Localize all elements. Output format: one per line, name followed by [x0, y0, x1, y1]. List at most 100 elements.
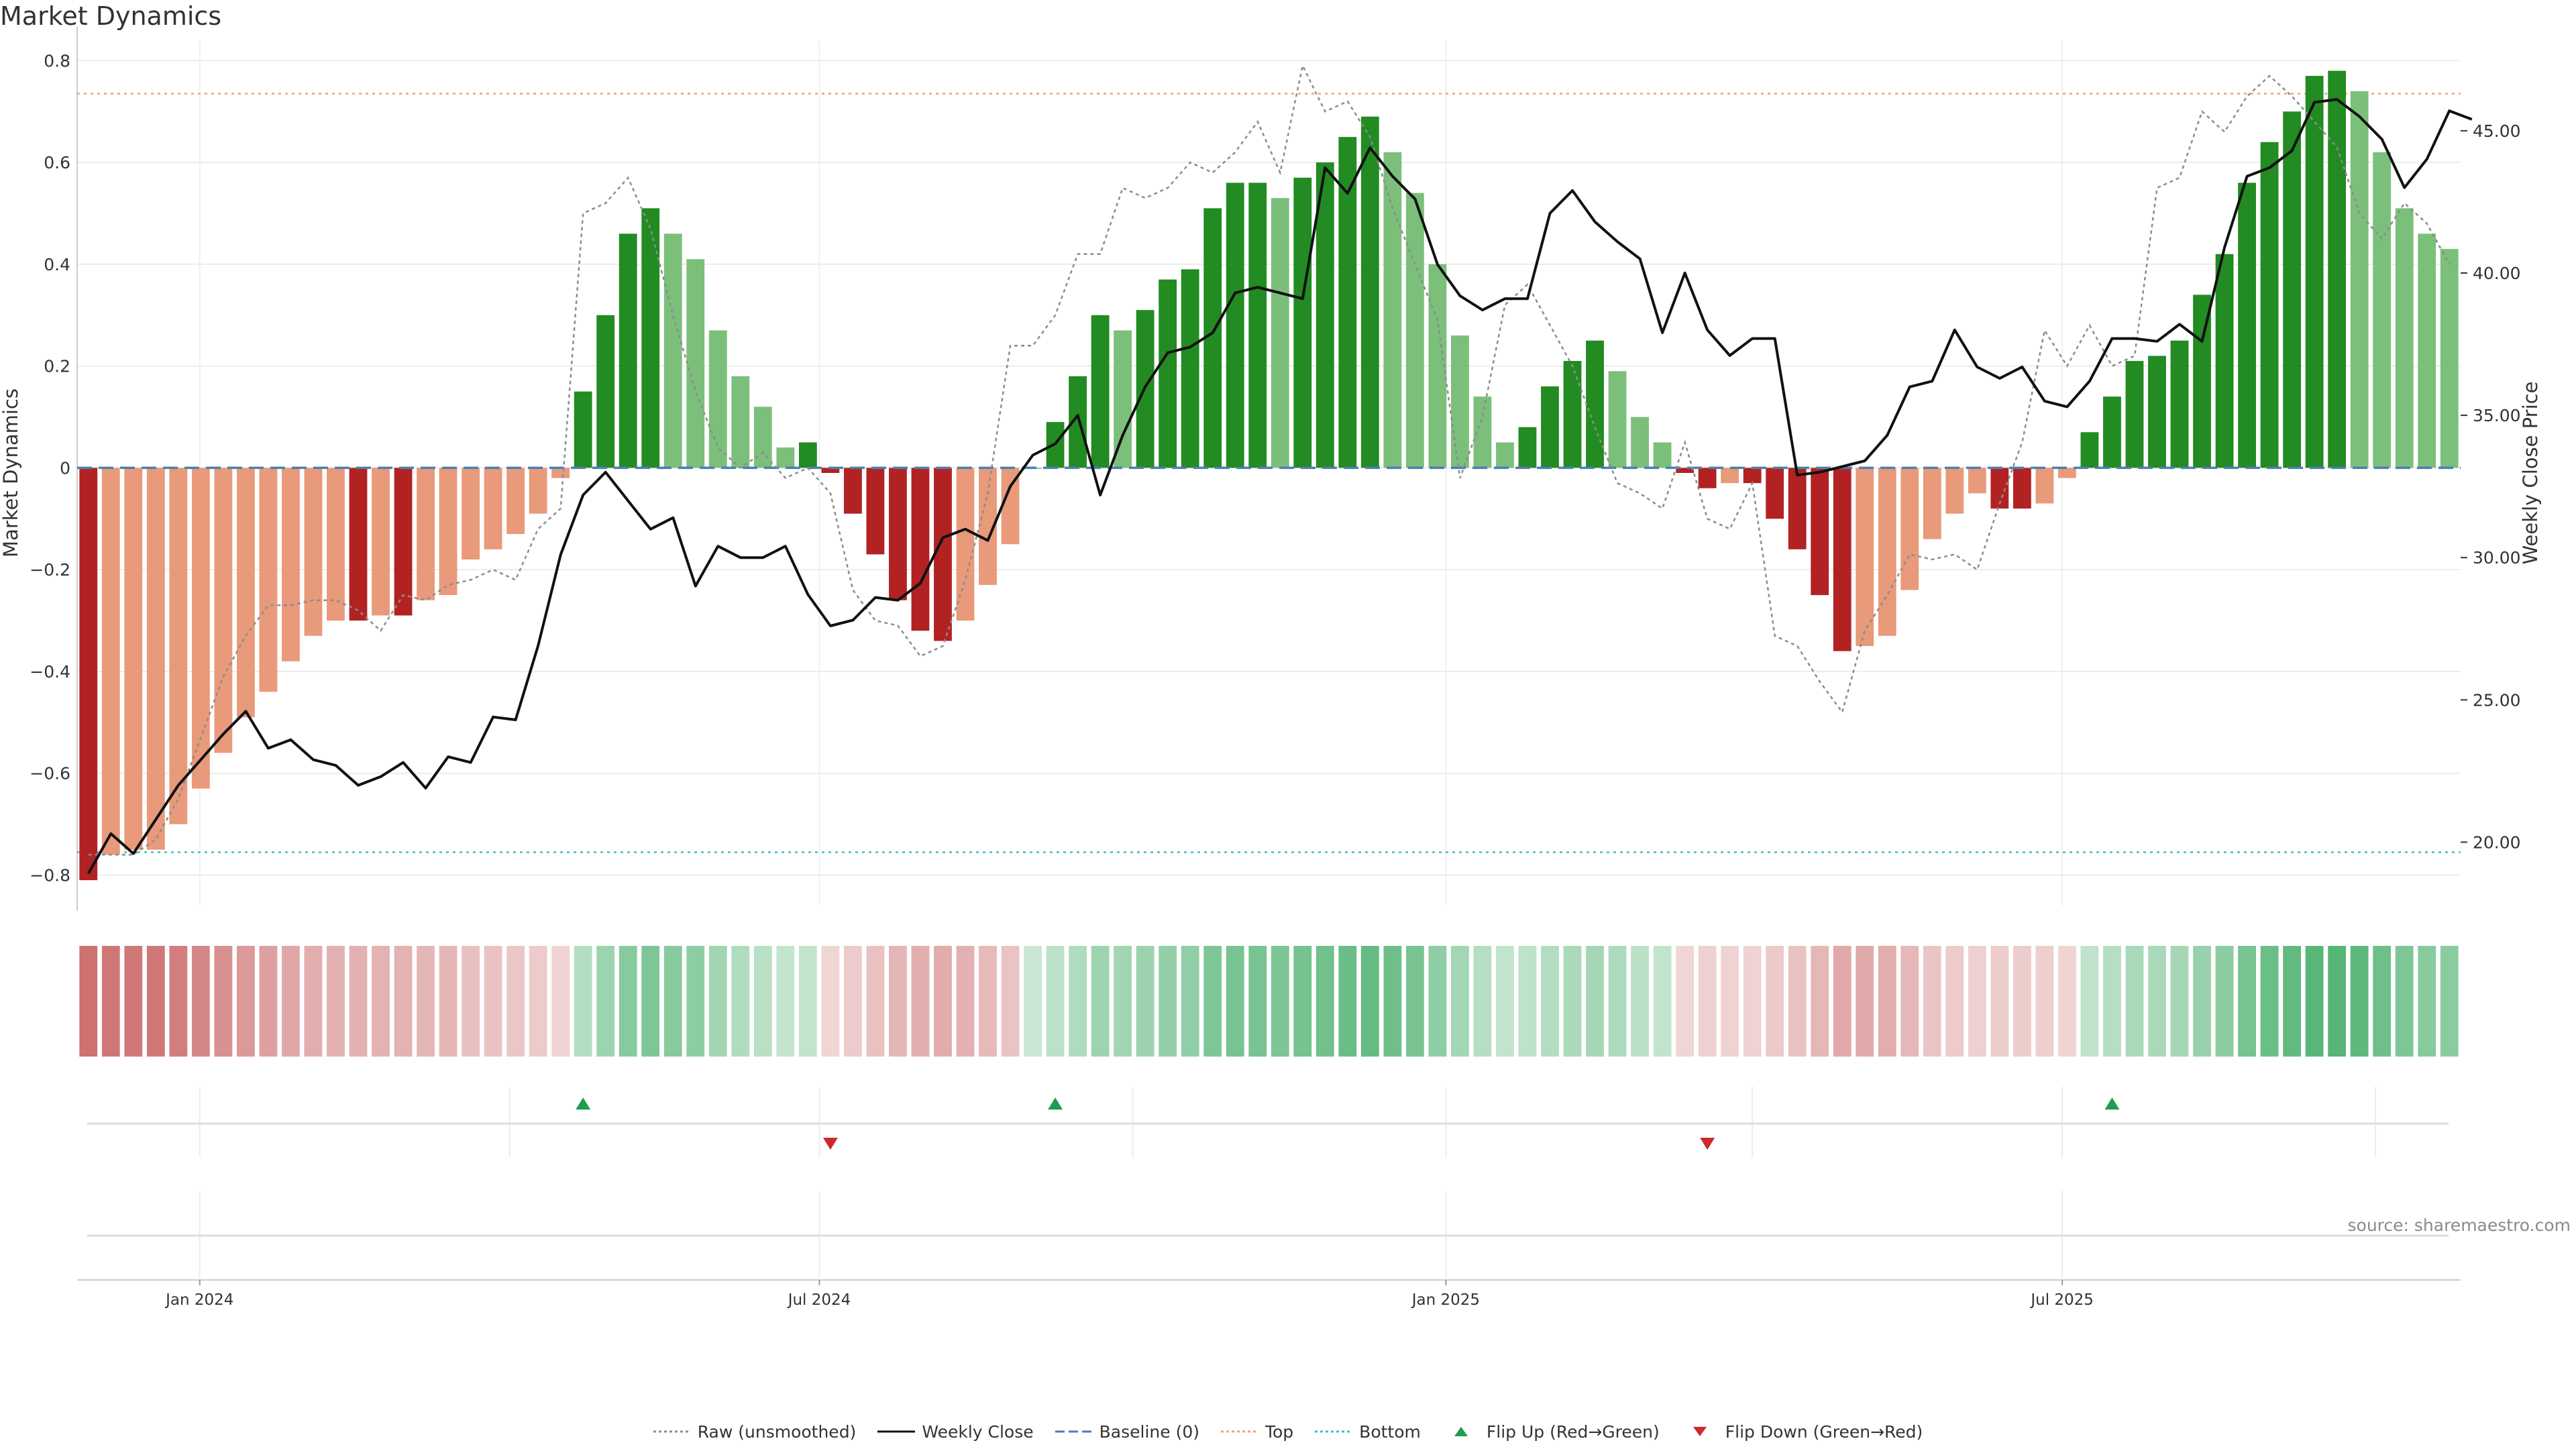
momentum-bar	[1631, 417, 1649, 468]
momentum-bar	[1518, 427, 1537, 468]
momentum-bar	[1923, 468, 1941, 539]
ribbon-cell	[2058, 946, 2076, 1057]
legend-symbol	[877, 1430, 916, 1433]
legend: Raw (unsmoothed) Weekly Close Baseline (0)…	[0, 1417, 2576, 1446]
legend-symbol	[1315, 1430, 1353, 1433]
momentum-bar	[1541, 386, 1559, 468]
ribbon-cell	[2125, 946, 2144, 1057]
flip-down-marker	[1700, 1138, 1715, 1150]
momentum-bar	[1743, 468, 1762, 484]
momentum-bar	[1856, 468, 1874, 646]
ribbon-cell	[1181, 946, 1199, 1057]
legend-item: Weekly Close	[877, 1422, 1034, 1442]
legend-item: Flip Down (Green→Red)	[1681, 1422, 1923, 1442]
ribbon-cell	[1203, 946, 1222, 1057]
source-label: source: sharemaestro.com	[2347, 1216, 2571, 1235]
ribbon-cell	[1968, 946, 1986, 1057]
ribbon-cell	[236, 946, 255, 1057]
ribbon-cell	[2080, 946, 2099, 1057]
momentum-bar	[2350, 91, 2369, 468]
momentum-bar	[1405, 193, 1424, 468]
momentum-bar	[349, 468, 368, 621]
weekly-close-line	[87, 98, 2473, 875]
ribbon-cell	[1226, 946, 1244, 1057]
momentum-bar	[1496, 442, 1514, 468]
momentum-bar	[304, 468, 323, 636]
ribbon-cell	[1586, 946, 1604, 1057]
ribbon-cell	[1091, 946, 1110, 1057]
x-tick-label: Jul 2025	[2029, 1291, 2094, 1309]
momentum-bar	[2440, 249, 2459, 468]
ribbon-cell	[1248, 946, 1267, 1057]
legend-symbol	[1693, 1427, 1707, 1436]
ribbon-cell	[1676, 946, 1695, 1057]
ribbon-cell	[1451, 946, 1469, 1057]
ribbon-cell	[2012, 946, 2031, 1057]
ribbon-cell	[1698, 946, 1717, 1057]
momentum-bar	[2170, 340, 2189, 468]
momentum-bar	[1945, 468, 1964, 514]
momentum-bar	[2283, 111, 2302, 468]
momentum-bar	[2035, 468, 2054, 504]
momentum-bar	[2125, 361, 2144, 468]
momentum-bar	[1833, 468, 1851, 651]
ribbon-cell	[663, 946, 682, 1057]
ribbon-cell	[2305, 946, 2324, 1057]
ribbon-cell	[1271, 946, 1289, 1057]
momentum-bar	[506, 468, 525, 535]
momentum-bar	[439, 468, 458, 596]
x-tick-label: Jan 2025	[1411, 1291, 1480, 1309]
momentum-bar	[2193, 294, 2211, 468]
y2-tick-label: 45.00	[2473, 121, 2521, 141]
legend-item: Bottom	[1315, 1422, 1421, 1442]
momentum-bar	[1653, 442, 1672, 468]
ribbon-cell	[146, 946, 165, 1057]
y-tick-label: −0.4	[30, 662, 70, 682]
ribbon-cell	[2238, 946, 2256, 1057]
y-tick-label: 0	[60, 458, 70, 478]
ribbon-cell	[79, 946, 98, 1057]
momentum-bar	[146, 468, 165, 850]
momentum-bar	[417, 468, 435, 600]
ribbon-cell	[2193, 946, 2211, 1057]
ribbon-cell	[2328, 946, 2347, 1057]
raw-series-line	[88, 63, 2451, 856]
ribbon-cell	[1001, 946, 1020, 1057]
y2-tick-label: 20.00	[2473, 833, 2521, 852]
y2-tick-label: 40.00	[2473, 264, 2521, 283]
momentum-bar	[663, 233, 682, 468]
legend-label: Top	[1265, 1421, 1294, 1442]
legend-symbol	[1055, 1430, 1093, 1433]
momentum-bar	[259, 468, 278, 692]
momentum-bar	[1968, 468, 1986, 494]
ribbon-cell	[2215, 946, 2234, 1057]
ribbon-cell	[1159, 946, 1177, 1057]
momentum-bar	[1766, 468, 1784, 519]
ribbon-cell	[1743, 946, 1762, 1057]
ribbon-cell	[1721, 946, 1739, 1057]
ribbon-cell	[1293, 946, 1312, 1057]
momentum-bar	[956, 468, 975, 621]
momentum-bar	[2418, 233, 2436, 468]
ribbon-cell	[889, 946, 907, 1057]
ribbon-cell	[1114, 946, 1132, 1057]
ribbon-cell	[641, 946, 660, 1057]
momentum-bar	[372, 468, 390, 616]
momentum-bar	[2260, 142, 2279, 468]
momentum-bar	[1788, 468, 1807, 549]
legend-symbol	[1454, 1427, 1468, 1436]
momentum-bar	[1181, 269, 1199, 468]
momentum-bar	[1360, 116, 1379, 468]
ribbon-cell	[191, 946, 210, 1057]
ribbon-cell	[866, 946, 885, 1057]
y-tick-label: −0.8	[30, 865, 70, 885]
momentum-bar	[124, 468, 143, 850]
ribbon-cell	[417, 946, 435, 1057]
ribbon-cell	[1473, 946, 1492, 1057]
flip-up-marker	[2104, 1097, 2120, 1110]
momentum-bar	[1676, 468, 1695, 473]
ribbon-cell	[372, 946, 390, 1057]
momentum-bar	[2080, 432, 2099, 468]
momentum-bar	[191, 468, 210, 789]
momentum-bar	[2238, 182, 2256, 468]
